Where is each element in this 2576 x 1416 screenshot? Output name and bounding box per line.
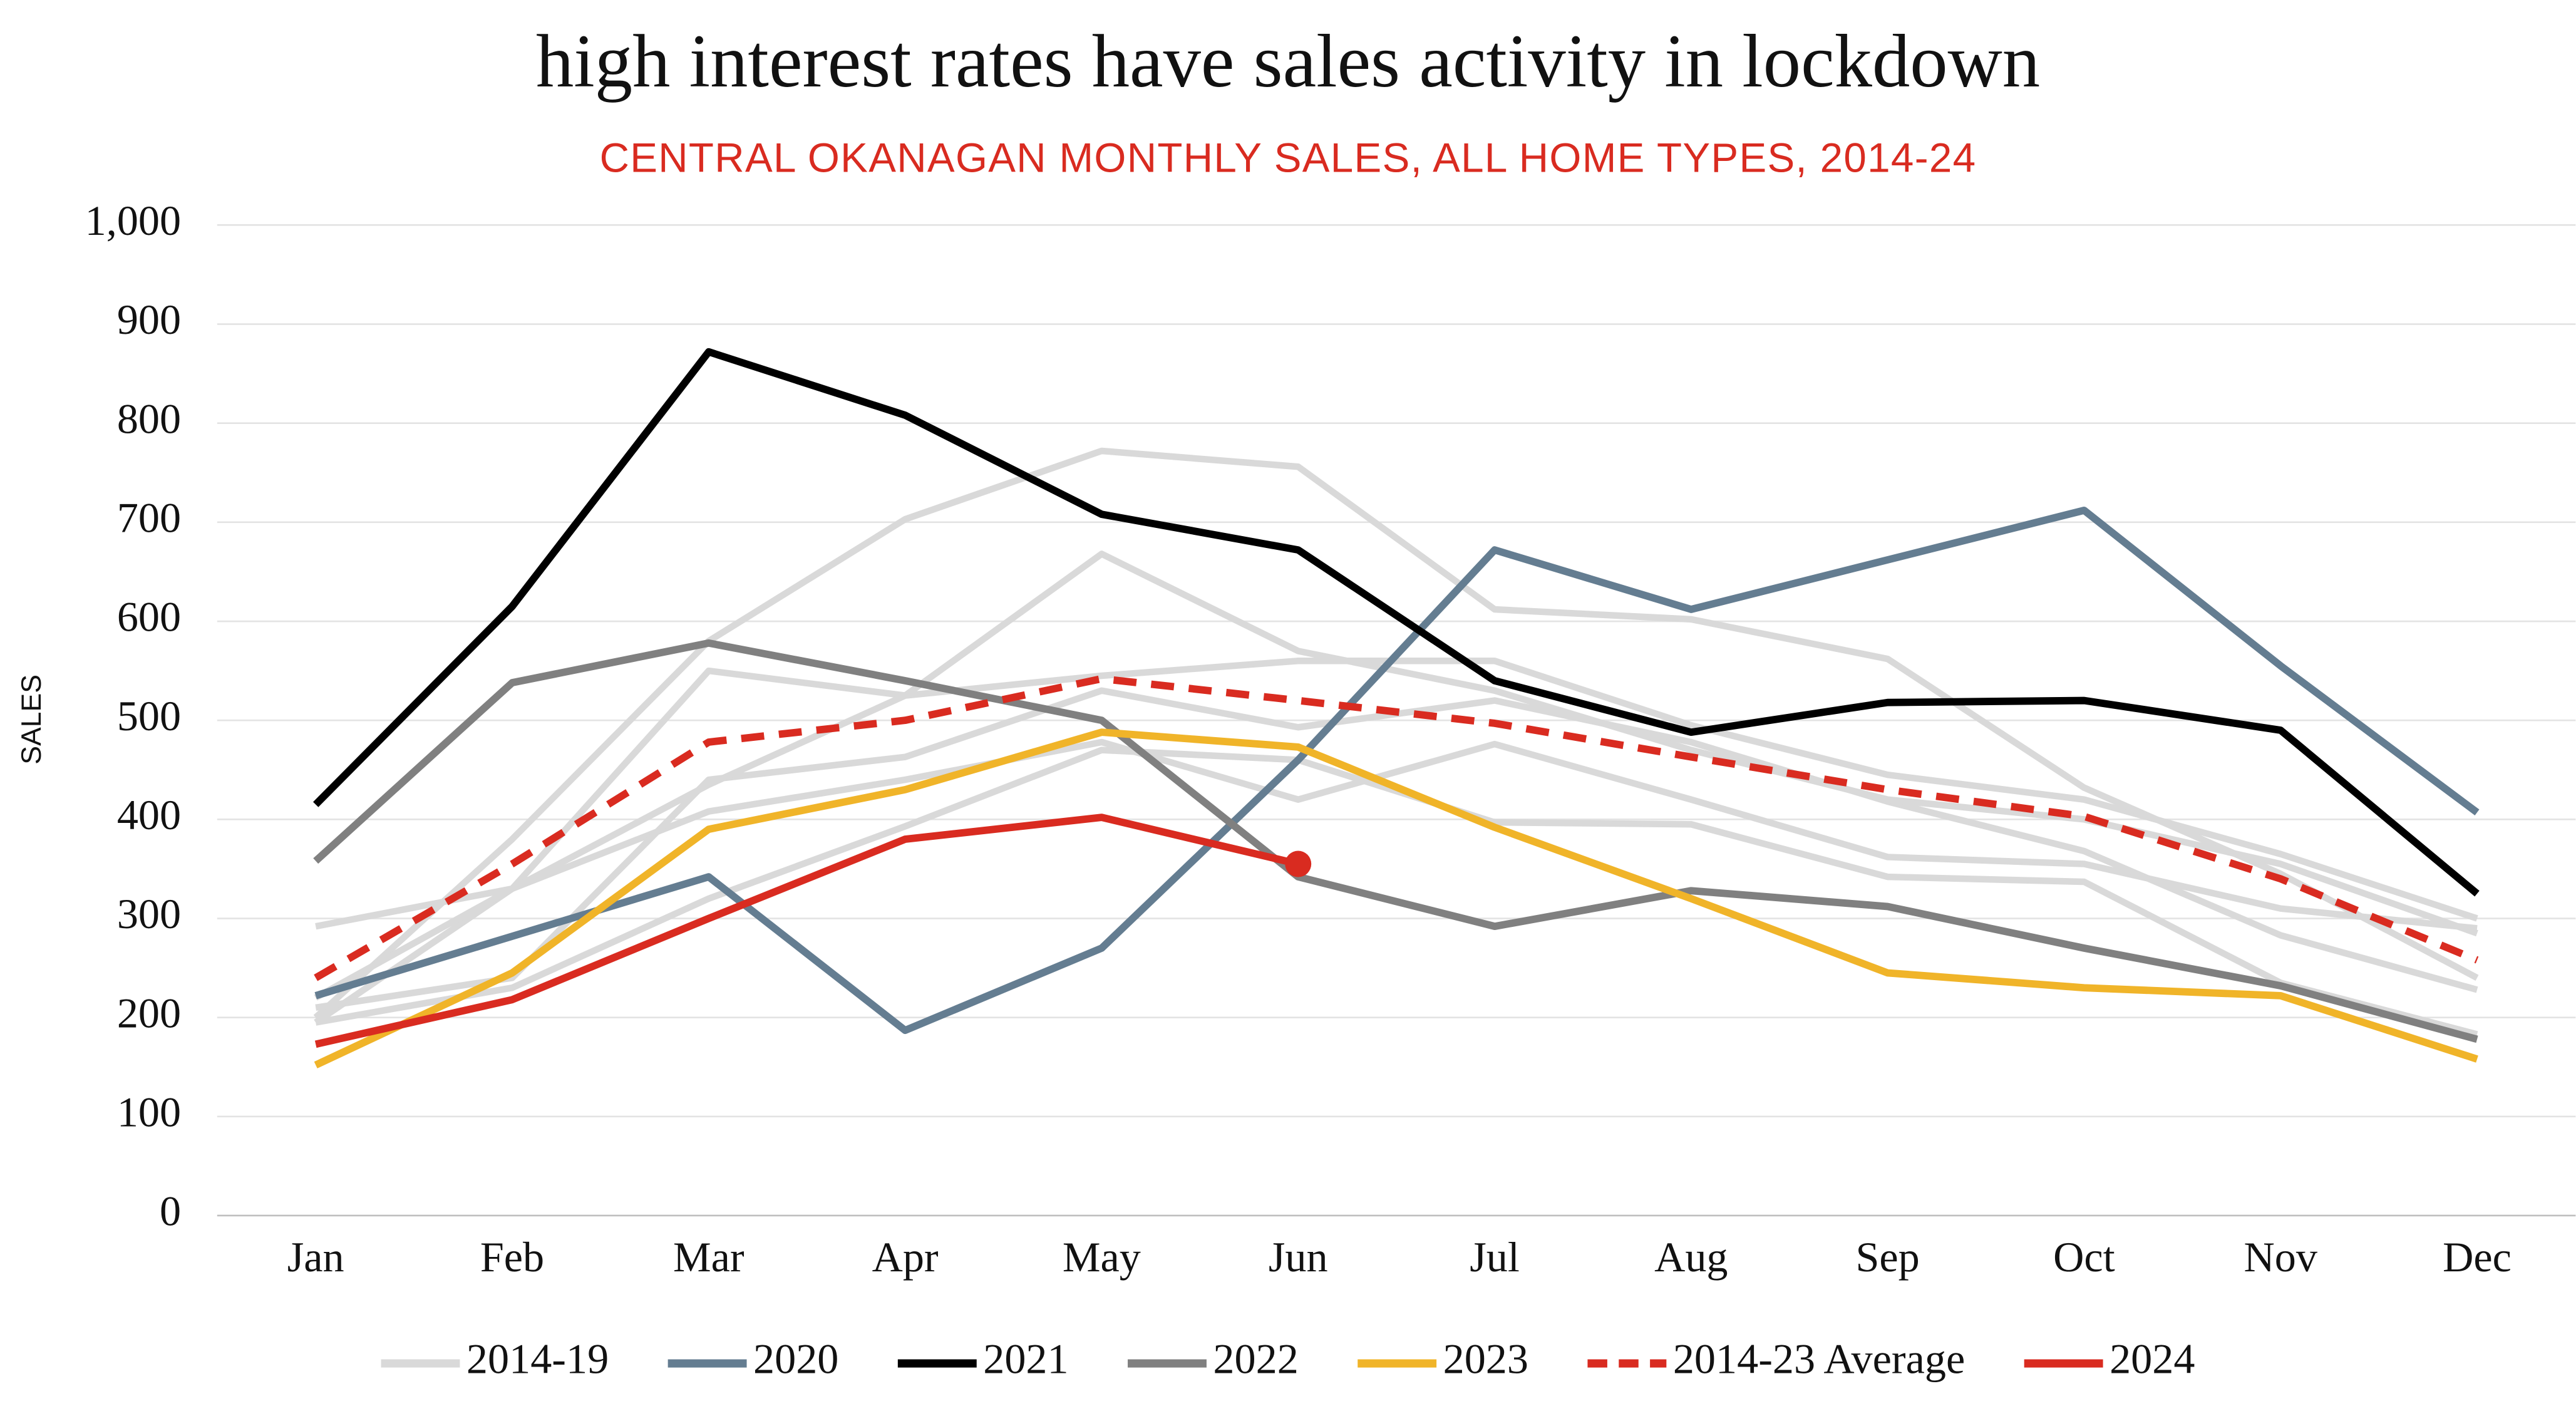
series-line (315, 738, 2478, 932)
legend-label: 2020 (753, 1335, 838, 1383)
series-line (313, 639, 2478, 1043)
x-tick-label: Dec (2443, 1233, 2512, 1281)
y-tick-label: 200 (117, 989, 181, 1036)
y-tick-label: 100 (117, 1088, 181, 1135)
y-tick-label: 300 (117, 890, 181, 938)
x-tick-label: Oct (2053, 1233, 2115, 1281)
series-line (314, 674, 2479, 981)
y-tick-label: 400 (117, 791, 181, 839)
x-tick-label: Jan (287, 1233, 344, 1281)
y-tick-label: 1,000 (85, 197, 181, 244)
series-line (313, 348, 2480, 897)
y-tick-label: 700 (117, 494, 181, 541)
series-line (314, 814, 1299, 1048)
end-marker (1285, 850, 1312, 877)
x-tick-label: Jun (1269, 1233, 1328, 1281)
x-tick-label: Mar (673, 1233, 744, 1281)
chart-title: high interest rates have sales activity … (536, 19, 2040, 103)
x-tick-label: Aug (1654, 1233, 1728, 1281)
x-tick-label: Nov (2244, 1233, 2318, 1281)
legend-label: 2021 (983, 1335, 1068, 1383)
series-line (314, 550, 2478, 1001)
legend-label: 2024 (2110, 1335, 2195, 1383)
x-tick-label: Jul (1470, 1233, 1520, 1281)
x-tick-label: Sep (1855, 1233, 1919, 1281)
x-tick-label: Apr (872, 1233, 939, 1281)
legend: 2014-19 2020 2021 2022 2023 2014-23 Average 20… (381, 1335, 2195, 1383)
legend-label: 2014-23 Average (1673, 1335, 1965, 1383)
x-tick-label: May (1063, 1233, 1141, 1281)
y-axis-label: SALES (16, 674, 47, 765)
x-tick-label: Feb (480, 1233, 544, 1281)
y-tick-label: 0 (160, 1187, 181, 1235)
y-tick-label: 600 (117, 593, 181, 641)
series-line (313, 447, 2479, 1020)
y-tick-label: 900 (117, 296, 181, 343)
y-tick-label: 800 (117, 395, 181, 442)
legend-label: 2023 (1443, 1335, 1528, 1383)
legend-label: 2014-19 (466, 1335, 609, 1383)
y-tick-label: 500 (117, 692, 181, 740)
series-line (314, 728, 2478, 1068)
series-line (314, 506, 2480, 1035)
legend-label: 2022 (1213, 1335, 1298, 1383)
series-line (314, 658, 2478, 1025)
chart-subtitle: CENTRAL OKANAGAN MONTHLY SALES, ALL HOME… (600, 135, 1977, 180)
